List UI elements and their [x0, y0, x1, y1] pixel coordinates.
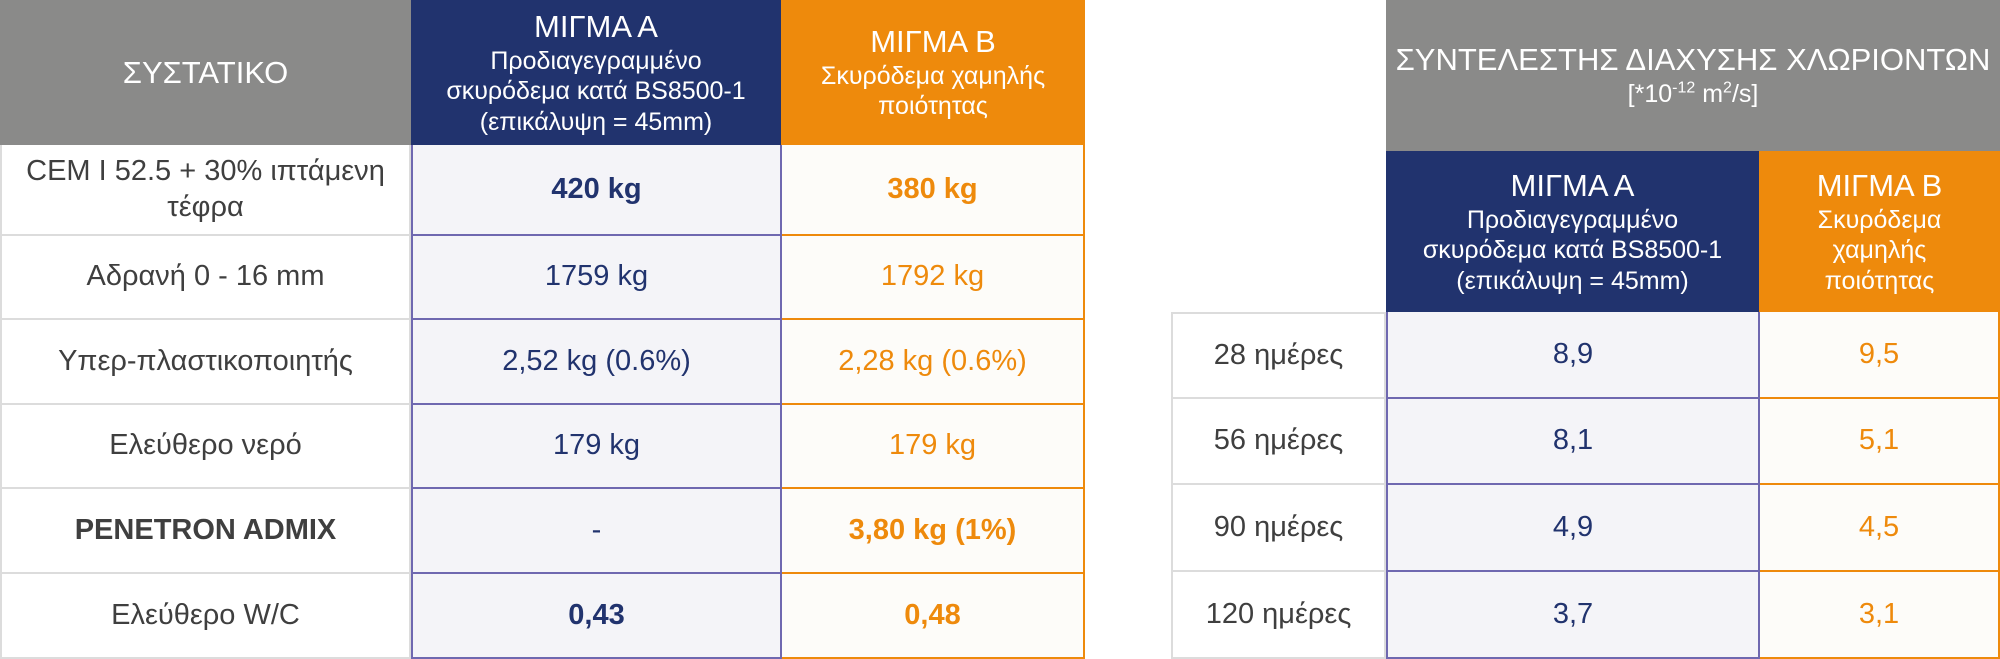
table-row-label: Αδρανή 0 - 16 mm — [0, 236, 411, 320]
mix-a-line2: σκυρόδεμα κατά BS8500-1 — [1422, 236, 1723, 265]
header-diffusion-coefficient: ΣΥΝΤΕΛΕΣΤΗΣ ΔΙΑΧΥΣΗΣ ΧΛΩΡΙΟΝΤΩΝ [*10-12 … — [1386, 0, 2000, 151]
table-cell-mix-a: 2,52 kg (0.6%) — [411, 320, 782, 405]
table-cell-mix-b: 3,80 kg (1%) — [782, 489, 1085, 574]
mix-a-line1: Προδιαγεγραμμένο — [490, 46, 702, 75]
header-mix-b: ΜΙΓΜΑ Β Σκυρόδεμα χαμηλής ποιότητας — [1759, 151, 2000, 312]
mix-b-line2: ποιότητας — [878, 92, 988, 121]
header-ingredient: ΣΥΣΤΑΤΙΚΟ — [0, 0, 411, 145]
table-cell-mix-b: 0,48 — [782, 574, 1085, 659]
header-mix-b: ΜΙΓΜΑ Β Σκυρόδεμα χαμηλής ποιότητας — [781, 0, 1085, 145]
table-cell-mix-a: 8,9 — [1386, 312, 1760, 399]
table-row-label: 28 ημέρες — [1171, 312, 1386, 399]
table-cell-mix-a: 1759 kg — [411, 236, 782, 320]
mix-b-line2: χαμηλής — [1832, 236, 1927, 265]
mix-b-line3: ποιότητας — [1824, 266, 1935, 295]
table-row-label: Ελεύθερο W/C — [0, 574, 411, 659]
diffusion-title: ΣΥΝΤΕΛΕΣΤΗΣ ΔΙΑΧΥΣΗΣ ΧΛΩΡΙΟΝΤΩΝ — [1395, 42, 1991, 78]
table-row-label: Υπερ-πλαστικοποιητής — [0, 320, 411, 405]
table-row-label: PENETRON ADMIX — [0, 489, 411, 574]
table-cell-mix-b: 3,1 — [1760, 572, 2000, 659]
mix-a-line1: Προδιαγεγραμμένο — [1466, 205, 1679, 234]
header-ingredient-label: ΣΥΣΤΑΤΙΚΟ — [122, 54, 289, 90]
table-row-label: 90 ημέρες — [1171, 485, 1386, 572]
mix-a-line3: (επικάλυψη = 45mm) — [1456, 266, 1689, 295]
mix-a-title: ΜΙΓΜΑ Α — [534, 8, 658, 44]
table-cell-mix-a: 3,7 — [1386, 572, 1760, 659]
mix-b-title: ΜΙΓΜΑ Β — [1816, 167, 1943, 203]
table-cell-mix-b: 2,28 kg (0.6%) — [782, 320, 1085, 405]
table-row-label: CEM I 52.5 + 30% ιπτάμενη τέφρα — [0, 145, 411, 236]
mix-b-line1: Σκυρόδεμα χαμηλής — [820, 61, 1046, 90]
table-cell-mix-a: 179 kg — [411, 405, 782, 489]
mix-b-title: ΜΙΓΜΑ Β — [870, 24, 996, 60]
mix-b-line1: Σκυρόδεμα — [1817, 205, 1942, 234]
mix-a-title: ΜΙΓΜΑ Α — [1510, 167, 1635, 203]
table-cell-mix-b: 1792 kg — [782, 236, 1085, 320]
table-cell-mix-b: 4,5 — [1760, 485, 2000, 572]
table-cell-mix-b: 179 kg — [782, 405, 1085, 489]
header-mix-a: ΜΙΓΜΑ Α Προδιαγεγραμμένο σκυρόδεμα κατά … — [411, 0, 781, 145]
table-cell-mix-b: 380 kg — [782, 145, 1085, 236]
mix-a-line3: (επικάλυψη = 45mm) — [479, 107, 713, 136]
table-cell-mix-a: 8,1 — [1386, 399, 1760, 485]
mix-a-line2: σκυρόδεμα κατά BS8500-1 — [446, 77, 746, 106]
row-label-line2: τέφρα — [167, 190, 244, 223]
table-cell-mix-b: 9,5 — [1760, 312, 2000, 399]
table-row-label: 56 ημέρες — [1171, 399, 1386, 485]
header-mix-a: ΜΙΓΜΑ Α Προδιαγεγραμμένο σκυρόδεμα κατά … — [1386, 151, 1759, 312]
table-cell-mix-a: - — [411, 489, 782, 574]
table-cell-mix-b: 5,1 — [1760, 399, 2000, 485]
row-label-line1: CEM I 52.5 + 30% ιπτάμενη — [26, 155, 385, 188]
diffusion-unit: [*10-12 m2/s] — [1627, 79, 1759, 109]
table-row-label: Ελεύθερο νερό — [0, 405, 411, 489]
table-cell-mix-a: 420 kg — [411, 145, 782, 236]
table-row-label: 120 ημέρες — [1171, 572, 1386, 659]
table-cell-mix-a: 0,43 — [411, 574, 782, 659]
table-cell-mix-a: 4,9 — [1386, 485, 1760, 572]
